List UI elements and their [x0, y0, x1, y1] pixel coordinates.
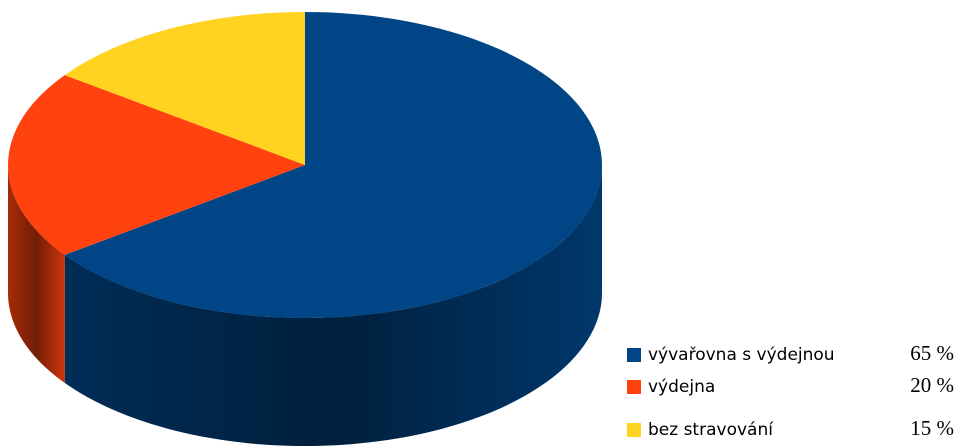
legend-label: vývařovna s výdejnou	[648, 345, 835, 365]
value-label: 20 %	[910, 373, 954, 397]
slice-side-shade	[64, 165, 603, 446]
legend-label: bez stravování	[648, 420, 774, 440]
slice-side-shade	[8, 165, 65, 383]
legend-swatch	[627, 380, 641, 394]
slice	[64, 12, 305, 165]
value-label: 15 %	[910, 416, 954, 440]
slice	[7, 75, 305, 255]
legend-label: výdejna	[648, 377, 715, 397]
legend-swatch	[627, 423, 641, 437]
legend-swatch	[627, 348, 641, 362]
slice	[64, 12, 603, 318]
value-label: 65 %	[910, 341, 954, 365]
